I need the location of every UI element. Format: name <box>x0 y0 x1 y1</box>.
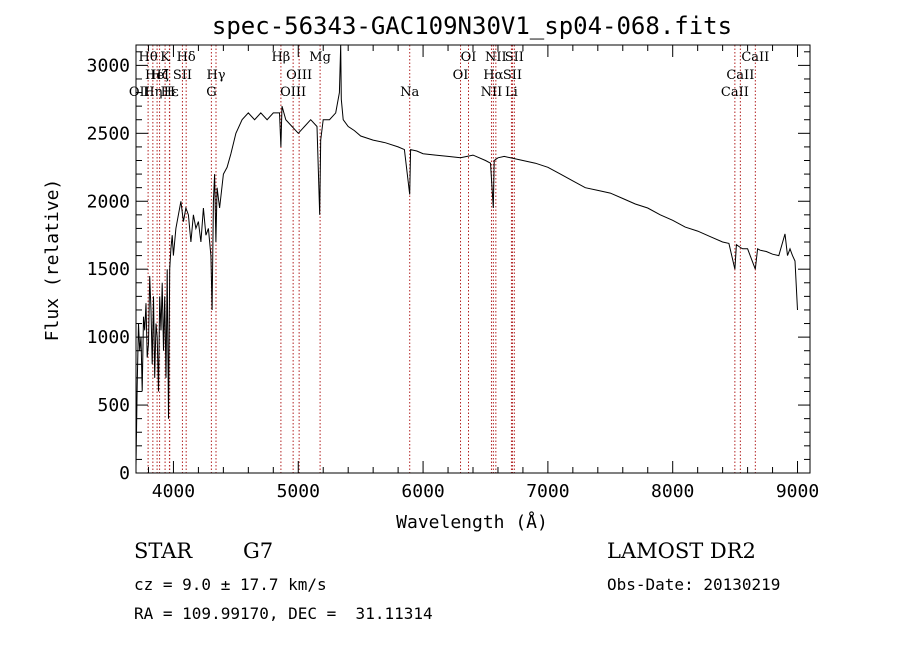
object-subclass: G7 <box>243 539 274 563</box>
x-tick-label-5: 9000 <box>776 481 819 502</box>
line-label-22: SII <box>503 68 522 83</box>
x-axis-label: Wavelength (Å) <box>396 511 548 533</box>
y-tick-label-3: 1500 <box>87 259 130 280</box>
line-label-2: HeI <box>145 68 169 83</box>
line-label-1: Hη <box>143 85 162 100</box>
line-label-24: CaII <box>721 85 749 100</box>
coordinates-text: RA = 109.99170, DEC = 31.11314 <box>134 604 433 623</box>
x-tick-label-3: 7000 <box>526 481 569 502</box>
line-label-5: H <box>164 85 175 100</box>
line-label-8: Hδ <box>177 50 196 65</box>
line-label-10: Hγ <box>206 68 225 83</box>
line-label-3: Hζ <box>150 68 168 83</box>
y-tick-label-2: 1000 <box>87 327 130 348</box>
line-label-25: CaII <box>726 68 754 83</box>
line-label-12: OIII <box>280 85 306 100</box>
y-tick-label-5: 2500 <box>87 123 130 144</box>
spectral-line-markers <box>147 45 756 473</box>
obs-date: Obs-Date: 20130219 <box>607 575 781 594</box>
line-label-20: NII <box>485 50 507 65</box>
object-class: STAR <box>134 539 193 563</box>
line-label-15: Na <box>400 85 419 100</box>
line-label-18: NII <box>481 85 503 100</box>
x-tick-label-2: 6000 <box>401 481 444 502</box>
y-tick-label-4: 2000 <box>87 191 130 212</box>
x-tick-label-4: 8000 <box>651 481 694 502</box>
line-label-7: SII <box>173 68 192 83</box>
y-tick-label-1: 500 <box>97 395 130 416</box>
line-label-14: Mg <box>309 50 331 65</box>
x-axis: 4000 5000 6000 7000 8000 9000 <box>147 45 819 502</box>
line-label-0: Hθ <box>139 50 158 65</box>
line-label-26: CaII <box>741 50 769 65</box>
line-label-17: OI <box>461 50 477 65</box>
x-tick-label-0: 4000 <box>152 481 195 502</box>
line-label-13: OIII <box>286 68 312 83</box>
redshift-text: cz = 9.0 ± 17.7 km/s <box>134 575 327 594</box>
spectrum-line <box>135 44 798 467</box>
line-label-21: Li <box>505 85 518 100</box>
line-label-11: Hβ <box>271 50 290 65</box>
line-label-23: SII <box>505 50 524 65</box>
x-tick-label-1: 5000 <box>277 481 320 502</box>
plot-frame <box>135 44 811 474</box>
line-label-16: OI <box>453 68 469 83</box>
survey-name: LAMOST DR2 <box>607 539 756 563</box>
chart-title: spec-56343-GAC109N30V1_sp04-068.fits <box>212 12 732 40</box>
line-label-6: Hε <box>161 85 179 100</box>
line-label-19: Hα <box>483 68 503 83</box>
y-tick-label-6: 3000 <box>87 55 130 76</box>
line-label-4: K <box>160 50 170 65</box>
y-tick-label-0: 0 <box>119 463 130 484</box>
y-axis: 0 500 1000 1500 2000 2500 3000 <box>87 51 810 484</box>
line-label-9: G <box>206 85 216 100</box>
y-axis-label: Flux (relative) <box>42 179 63 342</box>
